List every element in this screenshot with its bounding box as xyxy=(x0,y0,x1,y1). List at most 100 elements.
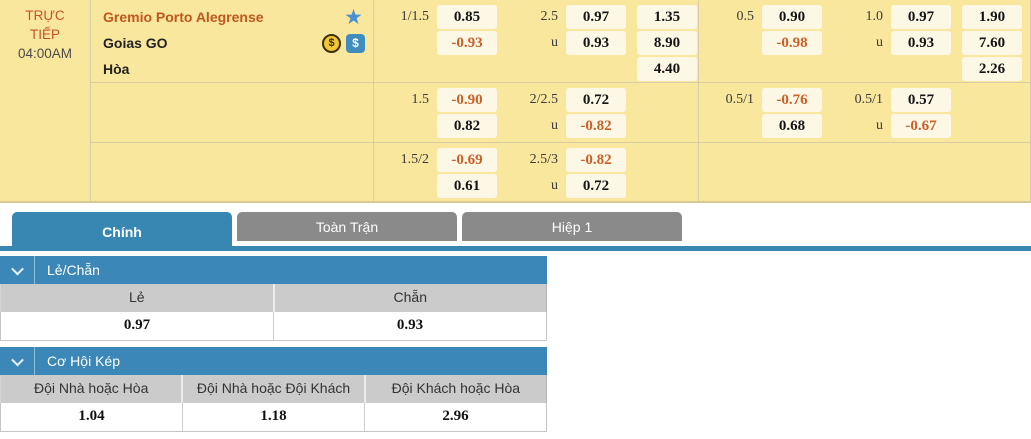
hdp-label xyxy=(699,31,762,55)
favorite-star-icon[interactable]: ★ xyxy=(344,5,363,29)
match-start-time: 04:00AM xyxy=(17,46,73,61)
odd-odds-cell[interactable]: 0.97 xyxy=(1,312,274,340)
odd-even-header[interactable]: Lẻ/Chẵn xyxy=(0,256,547,284)
odds-block-2: 1.5 -0.90 2/2.5 0.72 0.82 u -0.82 0.5/1 … xyxy=(91,83,1030,143)
block1-left-odds: 1/1.5 0.85 2.5 0.97 1.35 -0.93 u 0.93 8.… xyxy=(374,0,699,82)
ou-odds-cell[interactable]: 0.72 xyxy=(566,174,626,198)
ou-label: 1.0 xyxy=(865,9,884,24)
x12-odds-cell[interactable]: 1.35 xyxy=(637,5,697,29)
odd-even-values: 0.97 0.93 xyxy=(0,312,547,341)
block3-left-odds: 1.5/2 -0.69 2.5/3 -0.82 0.61 u 0.72 xyxy=(374,143,699,201)
odds-block-3: 1.5/2 -0.69 2.5/3 -0.82 0.61 u 0.72 xyxy=(91,143,1030,201)
x12-odds-cell[interactable]: 7.60 xyxy=(962,31,1022,55)
ou-label: 2.5 xyxy=(540,9,559,24)
hdp-label xyxy=(374,174,437,198)
ou-label: u xyxy=(551,178,558,193)
ou-odds-cell[interactable]: -0.67 xyxy=(891,114,951,138)
live-label: TRỰC TIẾP xyxy=(25,8,65,42)
ou-odds-cell[interactable]: 0.93 xyxy=(566,31,626,55)
tab-label: Toàn Trận xyxy=(315,218,379,235)
tab-bar: Chính Toàn Trận Hiệp 1 xyxy=(0,212,1031,251)
x12-odds-cell[interactable]: 1.90 xyxy=(962,5,1022,29)
ou-label: u xyxy=(876,118,883,133)
ou-odds-cell[interactable]: 0.72 xyxy=(566,88,626,112)
hdp-odds-cell[interactable]: 0.68 xyxy=(762,114,822,138)
ou-label: 0.5/1 xyxy=(854,92,883,107)
odd-even-column-headers: Lẻ Chẵn xyxy=(0,284,547,312)
section-double-chance: Cơ Hội Kép Đội Nhà hoặc Hòa Đội Nhà hoặc… xyxy=(0,347,547,432)
ou-label: 2.5/3 xyxy=(529,152,558,167)
draw-row: Hòa xyxy=(103,57,365,81)
draw-label: Hòa xyxy=(103,61,130,77)
chevron-down-icon xyxy=(10,353,24,366)
hdp-label xyxy=(374,31,437,55)
ou-odds-cell[interactable]: 0.97 xyxy=(566,5,626,29)
tab-hiep-1[interactable]: Hiệp 1 xyxy=(462,212,682,241)
collapse-toggle xyxy=(0,347,35,375)
column-header-even: Chẵn xyxy=(393,289,427,305)
double-chance-column-headers: Đội Nhà hoặc Hòa Đội Nhà hoặc Đội Khách … xyxy=(0,375,547,403)
hdp-odds-cell[interactable]: -0.98 xyxy=(762,31,822,55)
collapse-toggle xyxy=(0,256,35,284)
hdp-label xyxy=(374,114,437,138)
teams-column-empty xyxy=(91,143,374,201)
teams-column-empty xyxy=(91,83,374,142)
x12-odds-cell[interactable]: 2.26 xyxy=(962,57,1022,81)
ou-odds-cell[interactable]: 0.93 xyxy=(891,31,951,55)
odds-blocks: Gremio Porto Alegrense ★ Goias GO $ $ Hò… xyxy=(91,0,1030,201)
x12-odds-cell[interactable]: 8.90 xyxy=(637,31,697,55)
hdp-odds-cell[interactable]: -0.69 xyxy=(437,148,497,172)
section-odd-even: Lẻ/Chẵn Lẻ Chẵn 0.97 0.93 xyxy=(0,256,547,341)
double-chance-values: 1.04 1.18 2.96 xyxy=(0,403,547,432)
cashout-coin-icon: $ xyxy=(322,33,341,53)
teams-column: Gremio Porto Alegrense ★ Goias GO $ $ Hò… xyxy=(91,0,374,82)
ou-label: u xyxy=(551,118,558,133)
block2-right-odds: 0.5/1 -0.76 0.5/1 0.57 0.68 u -0.67 xyxy=(699,83,1030,142)
away-team-row: Goias GO $ $ xyxy=(103,31,365,55)
block1-right-odds: 0.5 0.90 1.0 0.97 1.90 -0.98 u 0.93 7.60 xyxy=(699,0,1030,82)
column-header-odd: Lẻ xyxy=(1,284,275,312)
ou-odds-cell[interactable]: 0.97 xyxy=(891,5,951,29)
match-icon-set: $ $ xyxy=(322,33,365,53)
live-odds-panel: TRỰC TIẾP 04:00AM Gremio Porto Alegrense… xyxy=(0,0,1031,203)
hdp-odds-cell[interactable]: 0.90 xyxy=(762,5,822,29)
hdp-odds-cell[interactable]: 0.85 xyxy=(437,5,497,29)
column-header-home-or-draw: Đội Nhà hoặc Hòa xyxy=(1,375,184,403)
tab-strip: Chính Toàn Trận Hiệp 1 xyxy=(0,212,1031,251)
ou-odds-cell[interactable]: 0.57 xyxy=(891,88,951,112)
hdp-label: 1.5 xyxy=(411,92,430,107)
hdp-odds-cell[interactable]: 0.82 xyxy=(437,114,497,138)
ou-label: 2/2.5 xyxy=(529,92,558,107)
active-tab-underline xyxy=(0,246,1031,251)
hdp-label: 0.5/1 xyxy=(725,92,754,107)
tab-label: Hiệp 1 xyxy=(551,218,593,235)
home-team-row: Gremio Porto Alegrense ★ xyxy=(103,5,365,29)
hdp-odds-cell[interactable]: -0.90 xyxy=(437,88,497,112)
double-chance-header[interactable]: Cơ Hội Kép xyxy=(0,347,547,375)
hdp-label: 1.5/2 xyxy=(400,152,429,167)
x12-odds-cell[interactable]: 4.40 xyxy=(637,57,697,81)
ou-odds-cell[interactable]: -0.82 xyxy=(566,114,626,138)
hdp-odds-cell[interactable]: 0.61 xyxy=(437,174,497,198)
ou-odds-cell[interactable]: -0.82 xyxy=(566,148,626,172)
home-or-away-odds-cell[interactable]: 1.18 xyxy=(183,403,365,431)
section-title: Lẻ/Chẵn xyxy=(47,262,100,278)
home-team-name: Gremio Porto Alegrense xyxy=(103,9,264,25)
tab-chinh[interactable]: Chính xyxy=(12,212,232,251)
even-odds-cell[interactable]: 0.93 xyxy=(396,317,424,333)
tab-toan-tran[interactable]: Toàn Trận xyxy=(237,212,457,241)
column-header-home-or-away: Đội Nhà hoặc Đội Khách xyxy=(183,375,366,403)
hdp-label: 1/1.5 xyxy=(400,9,429,24)
chevron-down-icon xyxy=(10,262,24,275)
odds-block-1: Gremio Porto Alegrense ★ Goias GO $ $ Hò… xyxy=(91,0,1030,83)
column-header-away-or-draw: Đội Khách hoặc Hòa xyxy=(391,380,521,396)
hdp-odds-cell[interactable]: -0.93 xyxy=(437,31,497,55)
home-or-draw-odds-cell[interactable]: 1.04 xyxy=(1,403,183,431)
hdp-label: 0.5 xyxy=(736,9,755,24)
hdp-odds-cell[interactable]: -0.76 xyxy=(762,88,822,112)
away-or-draw-odds-cell[interactable]: 2.96 xyxy=(442,408,469,424)
ou-label: u xyxy=(876,35,883,50)
tab-label: Chính xyxy=(102,223,142,240)
ou-label: u xyxy=(551,35,558,50)
